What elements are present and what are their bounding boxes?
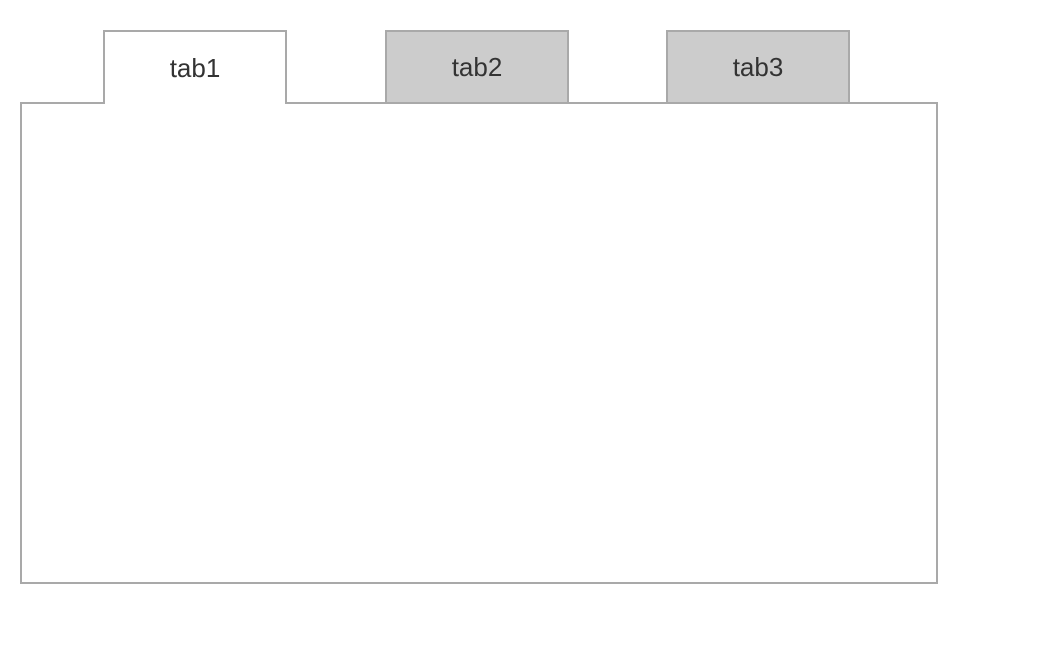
tab-tab2[interactable]: tab2 [385,30,569,104]
tab-content-panel [20,102,938,584]
tab-label: tab1 [170,53,221,84]
tab-tab3[interactable]: tab3 [666,30,850,104]
active-tab-border-mask [105,102,285,106]
tab-label: tab3 [733,52,784,83]
tabs-row: tab1 tab2 tab3 [20,30,938,104]
tab-tab1[interactable]: tab1 [103,30,287,104]
tab-widget: tab1 tab2 tab3 [20,30,938,584]
tab-label: tab2 [452,52,503,83]
